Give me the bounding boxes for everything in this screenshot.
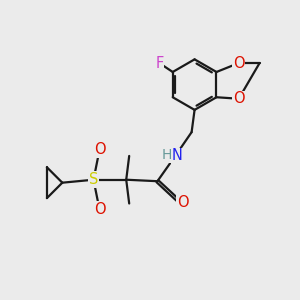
Text: S: S <box>89 172 98 187</box>
Text: F: F <box>155 56 164 70</box>
Text: O: O <box>177 194 188 209</box>
Text: H: H <box>161 148 172 162</box>
Text: O: O <box>233 56 244 70</box>
Text: O: O <box>233 91 244 106</box>
Text: O: O <box>94 202 105 217</box>
Text: N: N <box>171 148 182 164</box>
Text: O: O <box>94 142 105 158</box>
